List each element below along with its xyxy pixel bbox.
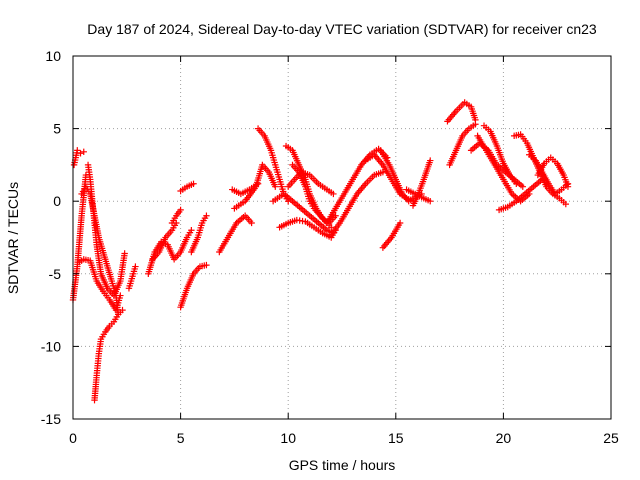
scatter-points: [168, 206, 184, 227]
series-track-34: [480, 122, 520, 187]
y-tick-label: -5: [49, 266, 62, 282]
x-tick-label: 15: [388, 430, 404, 446]
scatter-points: [379, 219, 404, 251]
scatter-points: [328, 168, 387, 238]
scatter-points: [403, 186, 434, 205]
y-tick-labels: 10 5 0 -5 -10 -15: [41, 48, 61, 427]
series-track-27: [379, 219, 404, 251]
scatter-points: [149, 219, 180, 263]
series-track-10: [168, 206, 184, 227]
x-tick-label: 0: [69, 430, 77, 446]
scatter-points: [125, 263, 139, 292]
series-track-05: [78, 183, 122, 318]
series-track-22: [285, 168, 337, 198]
scatter-points: [285, 168, 337, 198]
scatter-points: [177, 180, 197, 195]
scatter-points: [446, 121, 479, 169]
series-track-06: [91, 306, 126, 404]
series-track-19: [269, 190, 337, 237]
series-track-24: [328, 168, 387, 238]
x-tick-label: 10: [280, 430, 296, 446]
scatter-points: [526, 151, 572, 198]
x-tick-label: 25: [603, 430, 619, 446]
chart-title: Day 187 of 2024, Sidereal Day-to-day VTE…: [87, 21, 597, 37]
scatter-points: [467, 139, 526, 190]
series-track-30: [444, 99, 479, 125]
data-marks: [69, 99, 572, 404]
series-track-03: [84, 161, 128, 299]
series-track-09: [149, 219, 180, 263]
series-track-33: [467, 139, 526, 190]
plot-frame: [72, 55, 612, 420]
series-track-07: [125, 263, 139, 292]
y-tick-label: 5: [53, 121, 61, 137]
scatter-points: [216, 212, 255, 256]
series-track-16: [229, 180, 262, 198]
series-track-37: [526, 151, 572, 198]
axis-ticks: [72, 55, 612, 420]
scatter-points: [177, 261, 210, 311]
grid: [73, 56, 611, 419]
scatter-points: [188, 212, 210, 256]
series-track-31: [446, 121, 479, 169]
x-tick-label: 20: [496, 430, 512, 446]
scatter-points: [269, 190, 337, 237]
scatter-points: [495, 176, 546, 214]
series-track-14: [216, 212, 255, 256]
series-track-13: [177, 180, 197, 195]
scatter-points: [78, 183, 122, 318]
y-axis-label: SDTVAR / TECUs: [5, 182, 21, 294]
y-tick-label: -10: [41, 338, 61, 354]
series-track-15: [231, 161, 279, 212]
series-track-38: [534, 154, 572, 190]
scatter-points: [444, 99, 479, 125]
series-track-11: [177, 261, 210, 311]
scatter-points: [534, 154, 572, 190]
series-track-12: [188, 212, 210, 256]
x-axis-label: GPS time / hours: [289, 457, 396, 473]
scatter-points: [84, 161, 128, 299]
series-track-29: [403, 186, 434, 205]
series-track-02: [70, 147, 87, 169]
scatter-points: [91, 306, 126, 404]
series-track-23: [323, 145, 391, 227]
x-tick-labels: 0 5 10 15 20 25: [69, 430, 619, 446]
y-tick-label: 10: [45, 48, 61, 64]
scatter-points: [480, 122, 520, 187]
x-tick-label: 5: [177, 430, 185, 446]
scatter-points: [323, 145, 391, 227]
scatter-points: [229, 180, 262, 198]
scatter-points: [70, 147, 87, 169]
scatter-points: [231, 161, 279, 212]
series-track-35: [495, 176, 546, 214]
y-tick-label: -15: [41, 411, 61, 427]
y-tick-label: 0: [53, 193, 61, 209]
